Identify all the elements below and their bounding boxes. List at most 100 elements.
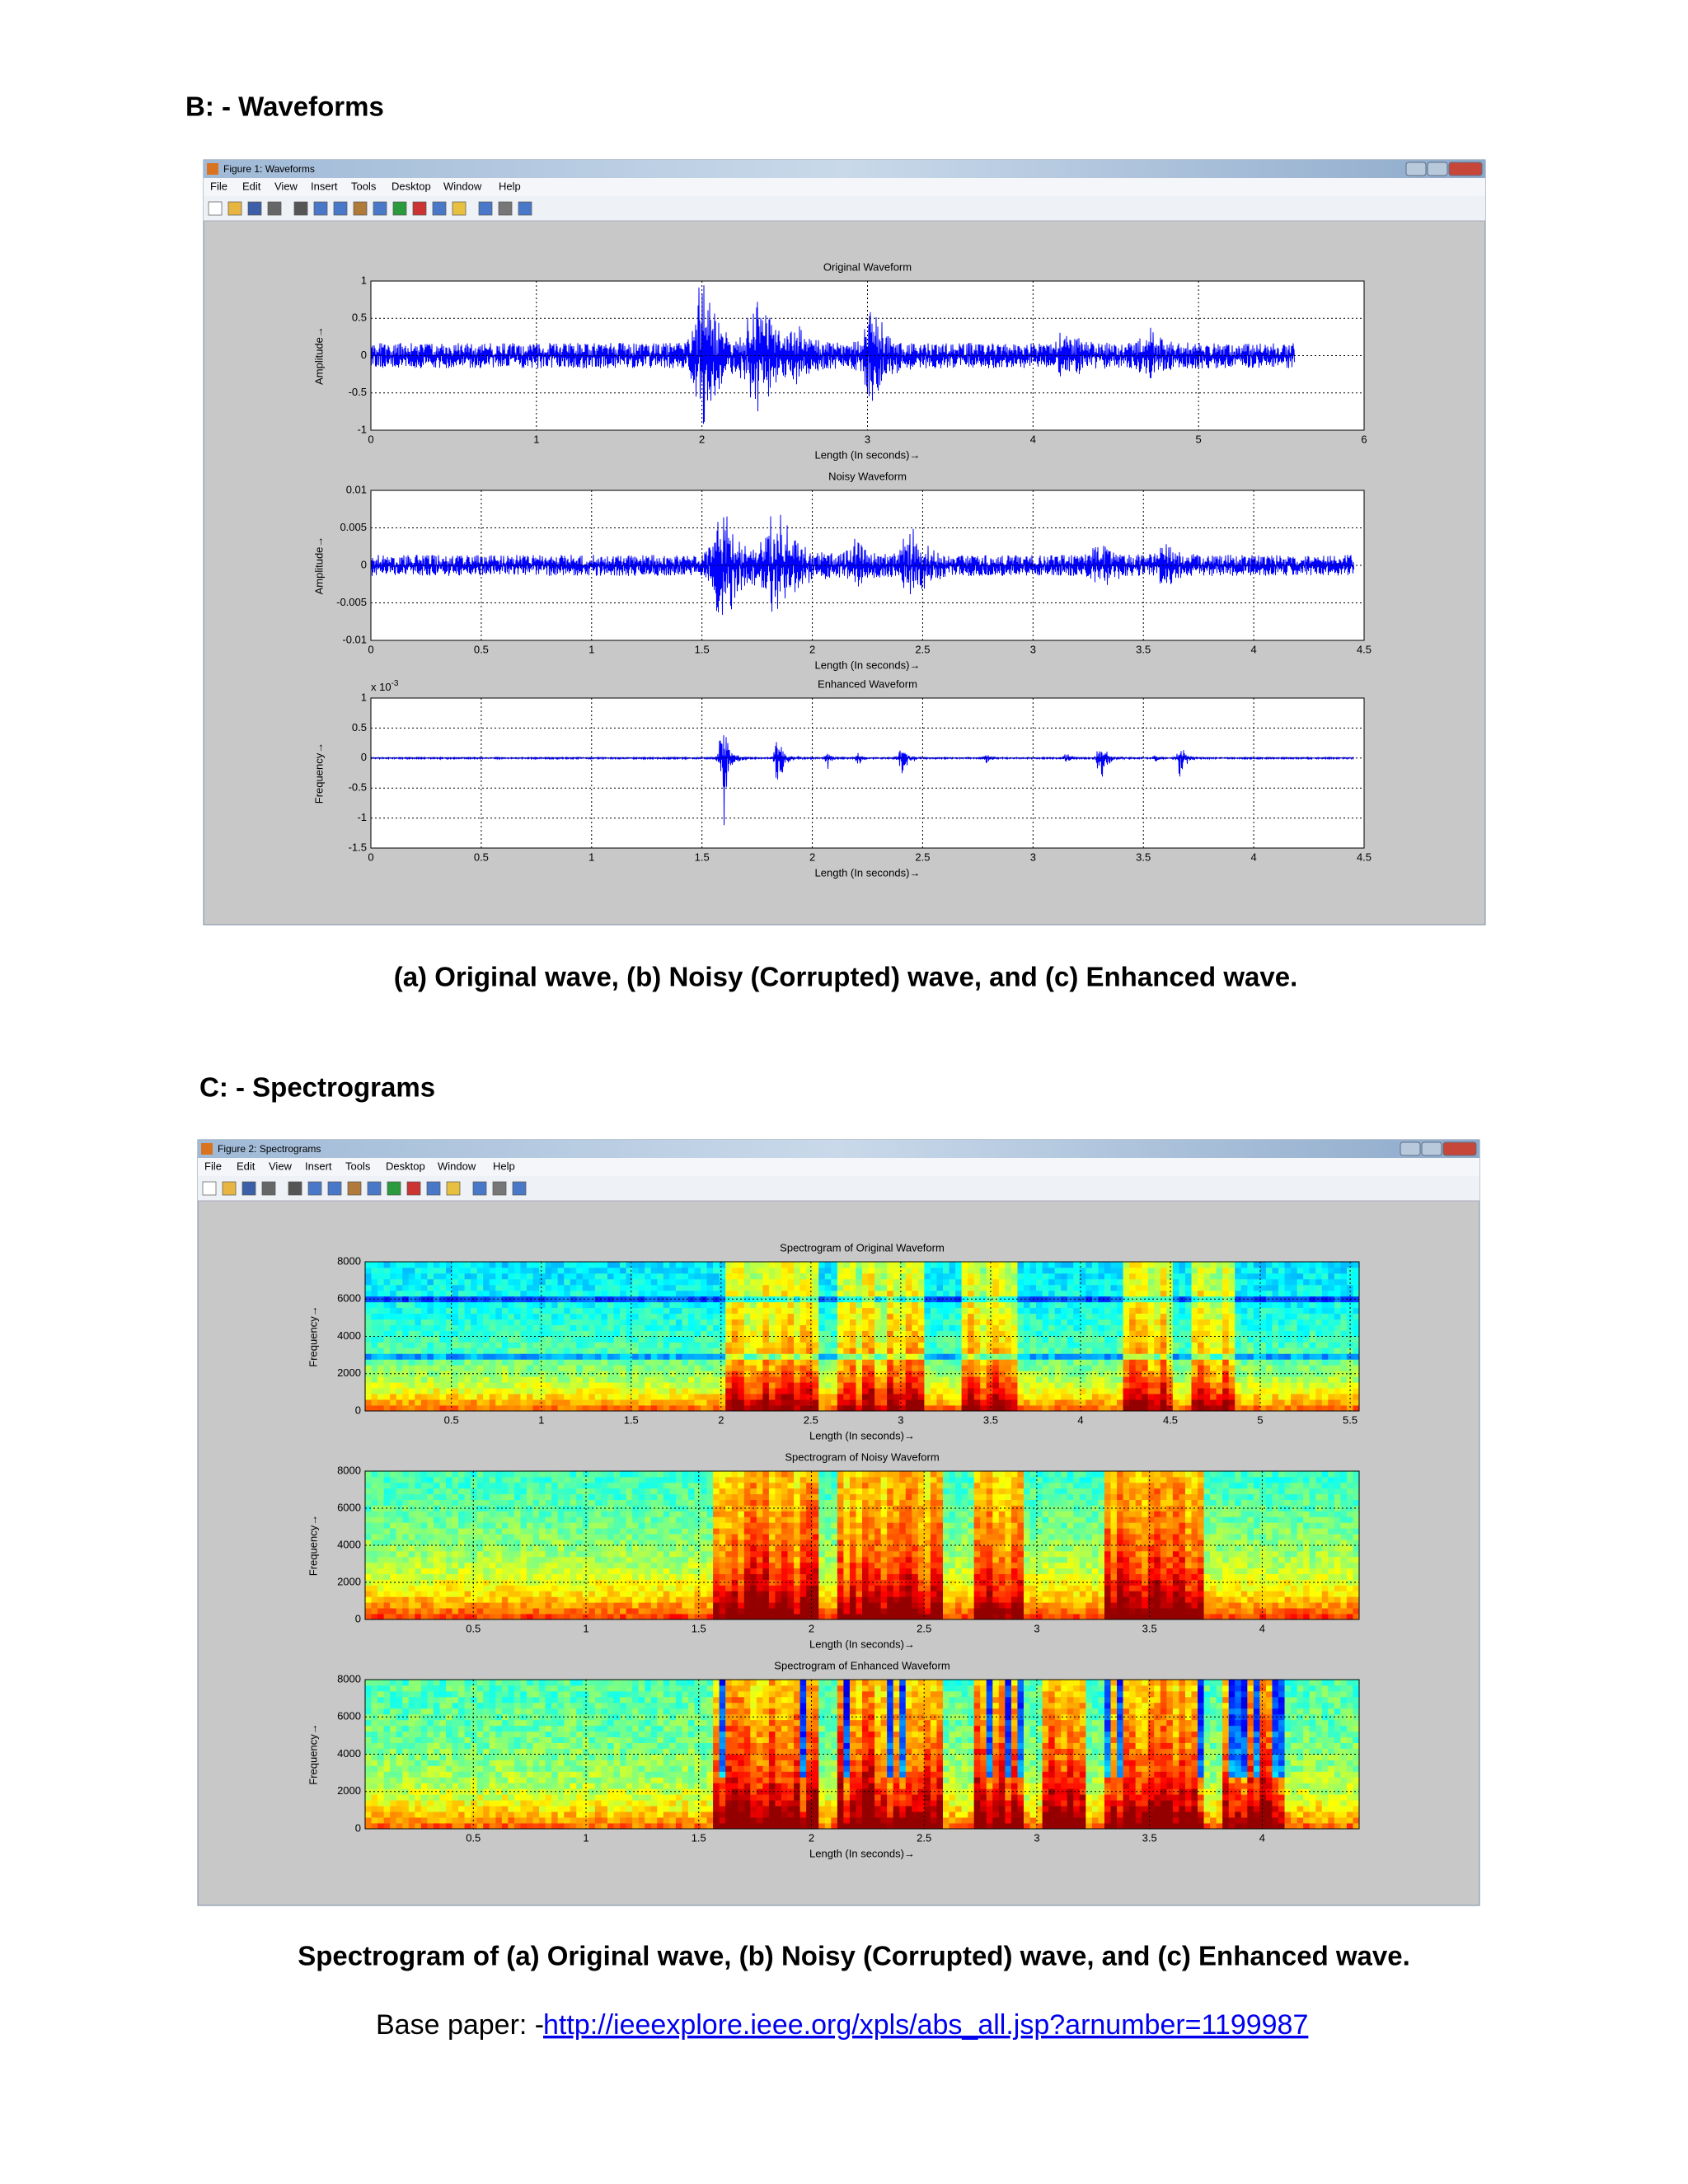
spectrogram-cell <box>806 1278 814 1286</box>
toolbar-icon[interactable] <box>288 1181 302 1196</box>
spectrogram-cell <box>1091 1290 1099 1297</box>
toolbar-icon[interactable] <box>227 201 242 216</box>
spectrogram-cell <box>917 1365 925 1371</box>
spectrogram-cell <box>1228 1319 1236 1325</box>
menu-item[interactable]: Edit <box>242 180 261 192</box>
toolbar-icon[interactable] <box>426 1181 441 1196</box>
spectrogram-cell <box>1184 1365 1192 1371</box>
spectrogram-cell <box>1247 1272 1254 1280</box>
spectrogram-cell <box>682 1262 689 1268</box>
menu-item[interactable]: Help <box>493 1160 515 1172</box>
toolbar-icon[interactable] <box>498 201 513 216</box>
toolbar-icon[interactable] <box>247 201 262 216</box>
toolbar-icon[interactable] <box>261 1181 276 1196</box>
spectrogram-cell <box>1147 1359 1155 1366</box>
toolbar-icon[interactable] <box>392 201 407 216</box>
toolbar-icon[interactable] <box>267 201 282 216</box>
spectrogram-cell <box>818 1353 826 1360</box>
spectrogram-cell <box>383 1596 391 1603</box>
window-button[interactable] <box>1405 162 1427 176</box>
toolbar-icon[interactable] <box>293 201 308 216</box>
toolbar-icon[interactable] <box>492 1181 507 1196</box>
spectrogram-cell <box>1346 1319 1353 1325</box>
menu-item[interactable]: Help <box>499 180 521 192</box>
toolbar-icon[interactable] <box>353 201 368 216</box>
spectrogram-cell <box>1203 1313 1211 1320</box>
toolbar-icon[interactable] <box>327 1181 342 1196</box>
spectrogram-cell <box>694 1347 701 1354</box>
spectrogram-cell <box>445 1476 452 1483</box>
spectrogram-cell <box>799 1301 807 1309</box>
menu-item[interactable]: Tools <box>351 180 377 192</box>
menu-item[interactable]: View <box>269 1160 293 1172</box>
spectrogram-cell <box>390 1267 397 1274</box>
window-button[interactable] <box>1442 1141 1477 1156</box>
toolbar-icon[interactable] <box>387 1181 401 1196</box>
spectrogram-cell <box>476 1528 484 1535</box>
spectrogram-cell <box>390 1528 397 1535</box>
spectrogram-cell <box>377 1376 385 1383</box>
window-button[interactable] <box>1421 1141 1442 1156</box>
toolbar-icon[interactable] <box>333 201 348 216</box>
spectrogram-cell <box>377 1405 385 1412</box>
menu-item[interactable]: File <box>210 180 227 192</box>
toolbar-icon[interactable] <box>452 201 467 216</box>
toolbar-icon[interactable] <box>518 201 532 216</box>
toolbar-icon[interactable] <box>512 1181 527 1196</box>
spectrogram-cell <box>396 1493 403 1501</box>
toolbar-icon[interactable] <box>347 1181 362 1196</box>
spectrogram-cell <box>1303 1394 1311 1400</box>
spectrogram-cell <box>1023 1382 1030 1389</box>
toolbar-icon[interactable] <box>313 201 328 216</box>
spectrogram-cell <box>377 1562 385 1569</box>
toolbar-icon[interactable] <box>202 1181 217 1196</box>
spectrogram-cell <box>520 1336 528 1343</box>
menu-item[interactable]: Desktop <box>386 1160 425 1172</box>
toolbar-icon[interactable] <box>241 1181 256 1196</box>
menu-item[interactable]: View <box>274 180 298 192</box>
toolbar-icon[interactable] <box>406 1181 421 1196</box>
spectrogram-cell <box>427 1347 434 1354</box>
spectrogram-cell <box>1017 1405 1025 1412</box>
window-button[interactable] <box>1448 162 1483 176</box>
spectrogram-cell <box>1265 1342 1273 1348</box>
menu-item[interactable]: Window <box>443 180 482 192</box>
menu-item[interactable]: Edit <box>237 1160 256 1172</box>
spectrogram-cell <box>620 1336 626 1343</box>
spectrogram-cell <box>1191 1307 1198 1315</box>
menu-item[interactable]: Tools <box>345 1160 371 1172</box>
toolbar-icon[interactable] <box>367 1181 382 1196</box>
base-paper-link[interactable]: http://ieeexplore.ieee.org/xpls/abs_all.… <box>543 2009 1308 2041</box>
menu-item[interactable]: Insert <box>311 180 338 192</box>
spectrogram-cell <box>657 1336 664 1343</box>
toolbar-icon[interactable] <box>222 1181 237 1196</box>
spectrogram-cell <box>750 1353 757 1360</box>
spectrogram-cell <box>650 1267 658 1274</box>
toolbar-icon[interactable] <box>478 201 493 216</box>
spectrogram-cell <box>905 1267 912 1274</box>
spectrogram-cell <box>743 1296 751 1303</box>
menu-item[interactable]: Insert <box>305 1160 332 1172</box>
spectrogram-cell <box>781 1272 788 1280</box>
spectrogram-cell <box>607 1376 614 1383</box>
spectrogram-cell <box>458 1602 465 1609</box>
window-button[interactable] <box>1427 162 1448 176</box>
menu-item[interactable]: File <box>204 1160 222 1172</box>
toolbar-icon[interactable] <box>208 201 223 216</box>
toolbar-icon[interactable] <box>472 1181 487 1196</box>
spectrogram-cell <box>781 1336 788 1343</box>
menu-item[interactable]: Desktop <box>392 180 431 192</box>
toolbar-icon[interactable] <box>373 201 387 216</box>
spectrogram-cell <box>1235 1301 1242 1309</box>
window-button[interactable] <box>1400 1141 1421 1156</box>
toolbar-icon[interactable] <box>412 201 427 216</box>
spectrogram-cell <box>1135 1394 1142 1400</box>
window-icon <box>207 163 218 175</box>
spectrogram-cell <box>973 1290 981 1297</box>
toolbar-icon[interactable] <box>446 1181 461 1196</box>
menu-item[interactable]: Window <box>438 1160 476 1172</box>
toolbar-icon[interactable] <box>432 201 447 216</box>
spectrogram-cell <box>427 1359 434 1366</box>
toolbar-icon[interactable] <box>307 1181 322 1196</box>
spectrogram-cell <box>1110 1319 1118 1325</box>
